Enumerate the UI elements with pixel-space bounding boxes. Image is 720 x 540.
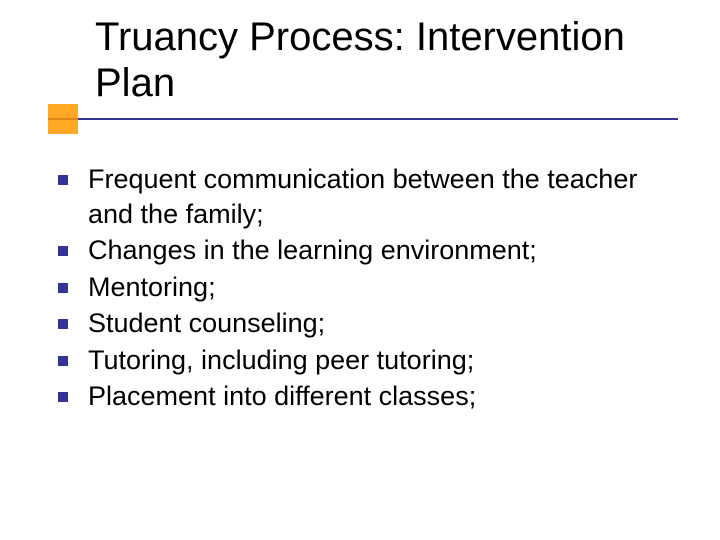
slide: Truancy Process: Intervention Plan Frequ… bbox=[0, 0, 720, 540]
bullet-icon bbox=[58, 246, 68, 256]
title-underline bbox=[48, 118, 678, 120]
bullet-text: Frequent communication between the teach… bbox=[88, 162, 678, 231]
bullet-icon bbox=[58, 175, 68, 185]
list-item: Frequent communication between the teach… bbox=[58, 162, 678, 231]
bullet-list: Frequent communication between the teach… bbox=[58, 162, 678, 416]
title-block: Truancy Process: Intervention Plan bbox=[95, 14, 675, 106]
bullet-text: Student counseling; bbox=[88, 306, 325, 341]
list-item: Tutoring, including peer tutoring; bbox=[58, 343, 678, 378]
bullet-icon bbox=[58, 392, 68, 402]
bullet-text: Changes in the learning environment; bbox=[88, 233, 537, 268]
list-item: Placement into different classes; bbox=[58, 379, 678, 414]
list-item: Student counseling; bbox=[58, 306, 678, 341]
bullet-text: Mentoring; bbox=[88, 270, 216, 305]
bullet-icon bbox=[58, 283, 68, 293]
slide-title: Truancy Process: Intervention Plan bbox=[95, 14, 675, 106]
list-item: Changes in the learning environment; bbox=[58, 233, 678, 268]
bullet-text: Placement into different classes; bbox=[88, 379, 476, 414]
bullet-text: Tutoring, including peer tutoring; bbox=[88, 343, 474, 378]
title-accent-square bbox=[48, 104, 78, 134]
bullet-icon bbox=[58, 319, 68, 329]
list-item: Mentoring; bbox=[58, 270, 678, 305]
bullet-icon bbox=[58, 356, 68, 366]
